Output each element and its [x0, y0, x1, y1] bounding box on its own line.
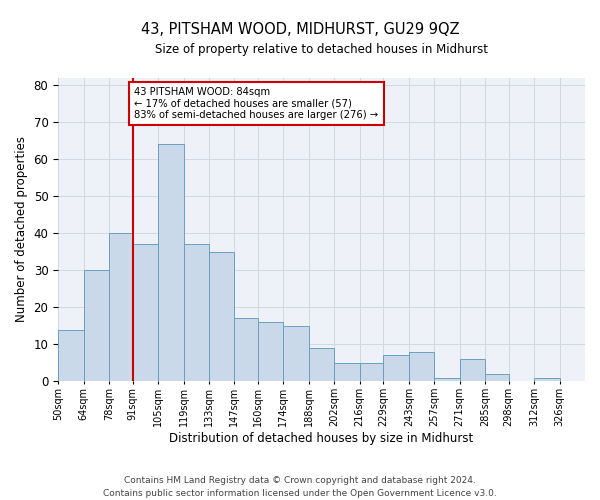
- Bar: [235, 318, 258, 382]
- Bar: [58, 330, 83, 382]
- Bar: [258, 322, 283, 382]
- Title: Size of property relative to detached houses in Midhurst: Size of property relative to detached ho…: [155, 42, 488, 56]
- Bar: [109, 233, 133, 382]
- X-axis label: Distribution of detached houses by size in Midhurst: Distribution of detached houses by size …: [169, 432, 474, 445]
- Bar: [309, 348, 334, 382]
- Bar: [83, 270, 109, 382]
- Text: 43 PITSHAM WOOD: 84sqm
← 17% of detached houses are smaller (57)
83% of semi-det: 43 PITSHAM WOOD: 84sqm ← 17% of detached…: [134, 87, 379, 120]
- Bar: [133, 244, 158, 382]
- Bar: [485, 374, 509, 382]
- Bar: [184, 244, 209, 382]
- Bar: [283, 326, 309, 382]
- Text: Contains HM Land Registry data © Crown copyright and database right 2024.
Contai: Contains HM Land Registry data © Crown c…: [103, 476, 497, 498]
- Bar: [334, 363, 360, 382]
- Bar: [360, 363, 383, 382]
- Y-axis label: Number of detached properties: Number of detached properties: [15, 136, 28, 322]
- Bar: [209, 252, 235, 382]
- Bar: [158, 144, 184, 382]
- Bar: [534, 378, 560, 382]
- Bar: [383, 356, 409, 382]
- Bar: [434, 378, 460, 382]
- Bar: [409, 352, 434, 382]
- Bar: [460, 359, 485, 382]
- Text: 43, PITSHAM WOOD, MIDHURST, GU29 9QZ: 43, PITSHAM WOOD, MIDHURST, GU29 9QZ: [140, 22, 460, 38]
